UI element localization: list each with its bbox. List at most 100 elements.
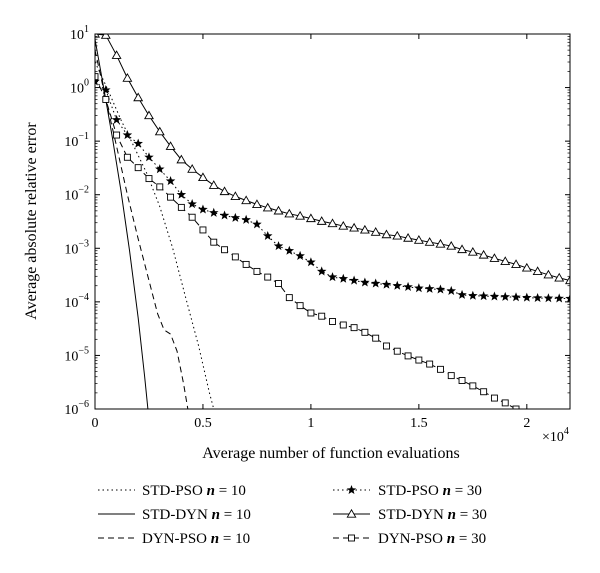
data-point xyxy=(424,237,435,246)
data-point xyxy=(262,202,273,212)
x-tick-label: 1 xyxy=(307,416,314,431)
data-point xyxy=(500,291,510,301)
data-point xyxy=(144,110,154,120)
data-point xyxy=(381,229,392,239)
data-point xyxy=(435,284,446,294)
data-point xyxy=(198,204,208,214)
data-point xyxy=(284,208,295,218)
x-axis-label: Average number of function evaluations xyxy=(202,445,459,462)
y-axis-label: Average absolute relative error xyxy=(23,122,40,320)
data-point xyxy=(305,213,316,223)
data-point xyxy=(469,382,477,390)
ticks-layer: 0 0.5 1 1.5 2 10−6 10−5 10−4 10−3 10−2 10−1 100 101 xyxy=(64,24,570,431)
y-tick-label: 101 xyxy=(70,24,89,43)
data-point xyxy=(122,130,133,140)
data-point xyxy=(285,294,293,302)
legend-label: DYN-PSO n = 10 xyxy=(142,531,250,547)
data-point xyxy=(134,164,142,172)
data-point xyxy=(521,262,532,272)
data-point xyxy=(359,224,370,234)
data-point xyxy=(554,272,565,282)
data-point xyxy=(111,114,122,124)
data-point xyxy=(489,291,500,301)
data-point xyxy=(197,172,208,182)
y-tick-label: 10−1 xyxy=(64,131,89,150)
data-point xyxy=(122,73,133,82)
data-point xyxy=(176,154,187,164)
data-point xyxy=(275,280,282,287)
y-tick-label: 10−2 xyxy=(64,185,89,204)
legend-item-1: STD-PSO n = 10 xyxy=(98,483,246,499)
series-5 xyxy=(95,34,570,285)
y-tick-label: 10−5 xyxy=(64,345,89,364)
data-point xyxy=(480,388,488,396)
data-point xyxy=(273,205,284,215)
data-point xyxy=(512,405,520,409)
data-point xyxy=(187,164,198,173)
data-point xyxy=(532,266,543,276)
data-point xyxy=(284,245,295,255)
y-tick-label: 10−3 xyxy=(64,238,89,257)
series-4 xyxy=(95,76,570,303)
data-point xyxy=(208,207,219,217)
y-tick-label: 10−4 xyxy=(64,292,89,311)
data-point xyxy=(426,360,434,368)
x-axis-multiplier: ×104 xyxy=(542,426,569,445)
y-tick-label: 10−6 xyxy=(64,399,89,418)
data-point xyxy=(360,277,370,287)
data-point xyxy=(176,189,187,199)
data-point xyxy=(208,180,219,189)
data-point xyxy=(155,164,165,174)
data-point xyxy=(457,289,467,299)
data-point xyxy=(381,279,392,289)
data-point xyxy=(446,240,457,250)
data-point xyxy=(221,246,228,254)
data-point xyxy=(165,176,176,186)
data-point xyxy=(199,226,207,234)
legend-label: STD-PSO n = 10 xyxy=(142,483,246,499)
series-line xyxy=(95,76,518,409)
x-tick-label: 0 xyxy=(92,416,99,431)
data-point xyxy=(478,249,489,259)
data-point xyxy=(370,227,381,236)
legend-item-5: STD-DYN n = 30 xyxy=(333,507,487,523)
data-point xyxy=(95,73,99,81)
data-point xyxy=(210,238,218,246)
data-point xyxy=(262,230,273,240)
data-point xyxy=(500,256,511,265)
data-point xyxy=(318,312,326,320)
data-point xyxy=(350,324,358,332)
legend: STD-PSO n = 10 STD-DYN n = 10 DYN-PSO n = … xyxy=(98,483,487,547)
data-point xyxy=(253,267,261,275)
legend-label: STD-DYN n = 30 xyxy=(378,507,487,523)
data-point xyxy=(100,34,111,39)
series-line xyxy=(95,61,215,409)
data-point xyxy=(165,141,176,150)
data-point xyxy=(554,293,564,303)
legend-item-4: STD-PSO n = 30 xyxy=(333,483,482,499)
data-point xyxy=(113,131,121,139)
data-point xyxy=(437,365,444,373)
data-point xyxy=(177,203,185,211)
data-point xyxy=(349,222,360,232)
series-2 xyxy=(95,39,149,409)
data-point xyxy=(242,260,250,268)
data-point xyxy=(144,152,154,162)
data-point xyxy=(403,281,413,291)
data-point xyxy=(339,321,347,329)
data-point xyxy=(329,318,336,325)
data-point xyxy=(316,216,327,225)
data-point xyxy=(383,342,390,350)
data-point xyxy=(511,292,521,302)
data-point xyxy=(404,352,412,360)
data-point xyxy=(338,220,349,230)
x-axis-multiplier-base: ×10 xyxy=(542,430,564,445)
data-point xyxy=(316,266,327,276)
legend-item-6: DYN-PSO n = 30 xyxy=(333,531,486,547)
data-point xyxy=(457,244,468,254)
data-point xyxy=(414,283,424,293)
data-point xyxy=(327,272,338,282)
x-tick-label: 2 xyxy=(523,416,530,431)
data-point xyxy=(111,50,122,59)
data-point xyxy=(295,250,305,260)
